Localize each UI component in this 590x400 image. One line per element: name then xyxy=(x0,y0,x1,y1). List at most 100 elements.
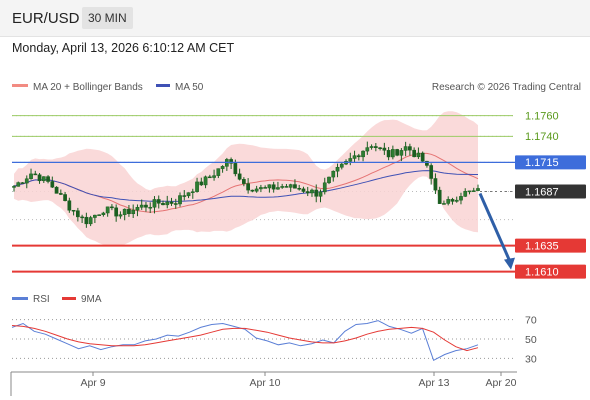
candle xyxy=(139,199,144,210)
candle-body xyxy=(412,149,416,158)
chart-header: EUR/USD 30 MIN xyxy=(0,0,590,37)
candle xyxy=(429,163,434,185)
candle xyxy=(88,215,93,227)
candle-body xyxy=(471,190,476,192)
candle xyxy=(58,189,63,196)
candle-body xyxy=(403,146,408,151)
candle-body xyxy=(425,160,429,166)
timeframe-button[interactable]: 30 MIN xyxy=(82,7,133,29)
candle xyxy=(220,165,225,173)
candle-body xyxy=(186,192,191,197)
candle xyxy=(182,190,187,201)
candle-body xyxy=(305,191,310,194)
candle-body xyxy=(29,173,33,180)
candle xyxy=(361,150,365,162)
candle xyxy=(463,188,468,197)
candle-body xyxy=(12,186,16,188)
candle-body xyxy=(127,208,131,215)
legend-rsi: RSI xyxy=(33,294,50,305)
candle-body xyxy=(190,191,195,193)
candle-body xyxy=(301,188,306,192)
rsi-tick-label: 70 xyxy=(525,315,537,327)
candle-body xyxy=(76,210,80,218)
copyright-text: Research © 2026 Trading Central xyxy=(432,82,581,93)
candle-body xyxy=(459,196,463,201)
forecast-arrow-shaft xyxy=(478,192,512,263)
level-tag-bg xyxy=(515,155,586,170)
candle xyxy=(322,177,327,195)
candle xyxy=(80,214,84,224)
candle-body xyxy=(314,189,319,197)
x-tick-label: Apr 9 xyxy=(80,377,105,389)
candle-body xyxy=(41,176,46,182)
candle-body xyxy=(416,152,421,158)
candle-body xyxy=(322,182,327,193)
candle xyxy=(97,214,101,217)
candle-body xyxy=(195,181,199,192)
candle-body xyxy=(442,203,446,205)
level-label: 1.1687 xyxy=(525,186,559,198)
legend-ma50: MA 50 xyxy=(175,82,204,93)
candle xyxy=(250,189,255,193)
candle-body xyxy=(420,152,425,162)
candle xyxy=(216,168,221,179)
candle-body xyxy=(63,194,67,201)
candle xyxy=(276,181,280,190)
candle-body xyxy=(88,217,93,225)
candle xyxy=(293,179,297,189)
level-label: 1.1610 xyxy=(525,266,559,278)
candle xyxy=(246,178,250,194)
candle-body xyxy=(284,186,289,188)
level-tag-bg xyxy=(515,264,586,279)
candle-body xyxy=(97,214,101,217)
candle xyxy=(67,197,72,213)
candle xyxy=(127,205,131,217)
candle xyxy=(152,196,157,214)
candle-body xyxy=(105,206,110,214)
candle-body xyxy=(276,187,280,190)
candle xyxy=(33,170,38,176)
candle xyxy=(467,190,472,195)
legend-rsi-ma: 9MA xyxy=(81,294,102,305)
level-tag-bg xyxy=(515,238,586,253)
candle xyxy=(29,168,33,180)
candle-body xyxy=(242,179,246,184)
candle-body xyxy=(382,147,387,151)
candle-body xyxy=(114,207,119,217)
candle xyxy=(131,204,136,219)
candle xyxy=(433,173,438,194)
candle xyxy=(50,176,55,189)
candle-body xyxy=(118,214,123,217)
candle xyxy=(122,208,127,221)
candle xyxy=(356,153,361,161)
candle xyxy=(399,148,404,162)
candle-body xyxy=(220,166,225,169)
candle-body xyxy=(331,170,336,178)
candle xyxy=(327,176,331,185)
candle xyxy=(450,197,455,205)
candle-body xyxy=(58,193,63,195)
candle-body xyxy=(369,146,374,148)
candle-body xyxy=(16,182,21,187)
candle xyxy=(93,214,97,224)
ma20-bb-swatch xyxy=(12,84,28,87)
candle xyxy=(114,204,119,222)
candle-body xyxy=(216,168,221,176)
level-label: 1.1715 xyxy=(525,157,559,169)
candle xyxy=(71,209,76,216)
candle-body xyxy=(373,146,378,148)
candle xyxy=(382,142,387,155)
candle-body xyxy=(395,149,399,156)
candle-body xyxy=(386,150,391,158)
candle xyxy=(365,141,370,155)
candle xyxy=(339,162,344,170)
candle xyxy=(352,150,357,163)
candle xyxy=(437,186,442,205)
candle xyxy=(20,182,25,184)
candle xyxy=(259,184,263,193)
candle xyxy=(173,198,178,209)
candle-body xyxy=(80,216,84,219)
candle xyxy=(369,144,374,150)
candle xyxy=(212,169,216,181)
price-panel: 1.1760 1.1740 1.1715 1.1687 1.1635 1.1610 xyxy=(12,110,586,279)
